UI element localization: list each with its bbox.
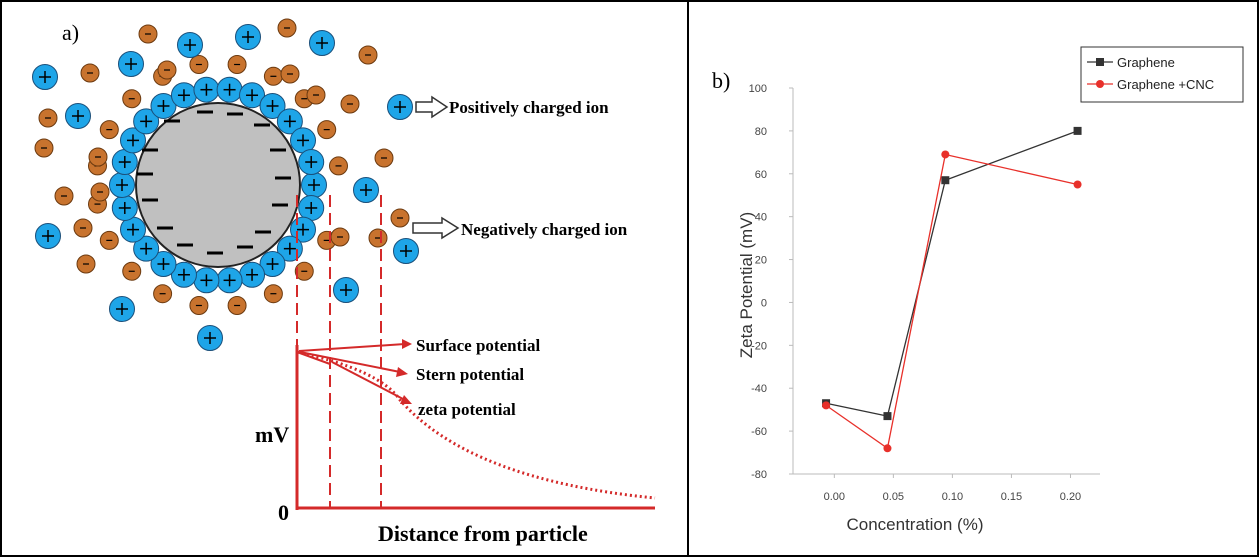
curve [296,350,656,500]
arrowhead [400,395,412,404]
potential-plot [295,195,656,510]
y-tick-label: 0 [761,297,767,309]
y-tick-label: 80 [755,126,767,138]
axis-label: Distance from particle [378,521,588,546]
x-tick-label: 0.10 [942,491,963,503]
marker [822,401,831,410]
x-axis-title: Concentration (%) [846,515,983,534]
arrow [299,351,401,373]
label: Surface potential [416,336,540,355]
legend-label: Graphene [1117,55,1175,70]
ion-diagram [32,18,419,351]
particle [135,102,301,268]
legend-box [1080,46,1244,103]
label: Positively charged ion [449,98,609,117]
axis-label: 0 [278,500,289,525]
arrowhead [396,367,408,377]
arrow [415,95,449,119]
arrow [412,216,460,240]
y-tick-label: 20 [755,255,767,267]
panel-label: b) [712,68,730,93]
y-tick-label: -60 [751,426,767,438]
label: Stern potential [416,365,524,384]
panel-label: a) [62,20,79,45]
marker [883,412,892,421]
arrow [298,343,406,352]
arrow [331,361,406,401]
legend-marker [1096,80,1104,88]
label: Negatively charged ion [461,220,628,239]
y-tick-label: 40 [755,212,767,224]
y-tick-label: 60 [755,169,767,181]
marker [941,150,950,159]
y-tick-label: 100 [749,83,767,95]
x-tick-label: 0.15 [1001,491,1022,503]
series-line [825,153,1078,450]
axis-label: mV [255,422,289,447]
y-tick-label: -40 [751,383,767,395]
series-line [825,130,1078,417]
marker [1073,180,1082,189]
marker [883,444,892,453]
marker [1073,126,1082,135]
x-tick-label: 0.05 [883,491,904,503]
legend-marker [1096,58,1104,66]
y-axis-title: Zeta Potential (mV) [737,212,756,358]
hollow-arrows [412,95,460,240]
y-tick-label: -20 [751,340,767,352]
x-tick-label: 0.20 [1060,491,1081,503]
y-tick-label: -80 [751,469,767,481]
diagram-text: a) Positively charged ion Negatively cha… [62,20,628,546]
x-tick-label: 0.00 [824,491,845,503]
chart: -80 -60 -40 -20 0 20 40 60 80 100 0.00 0.05 0.10 0.15… [712,46,1244,534]
marker [941,176,950,185]
arrowhead [402,339,412,349]
legend-label: Graphene +CNC [1117,77,1214,92]
label: zeta potential [418,400,516,419]
